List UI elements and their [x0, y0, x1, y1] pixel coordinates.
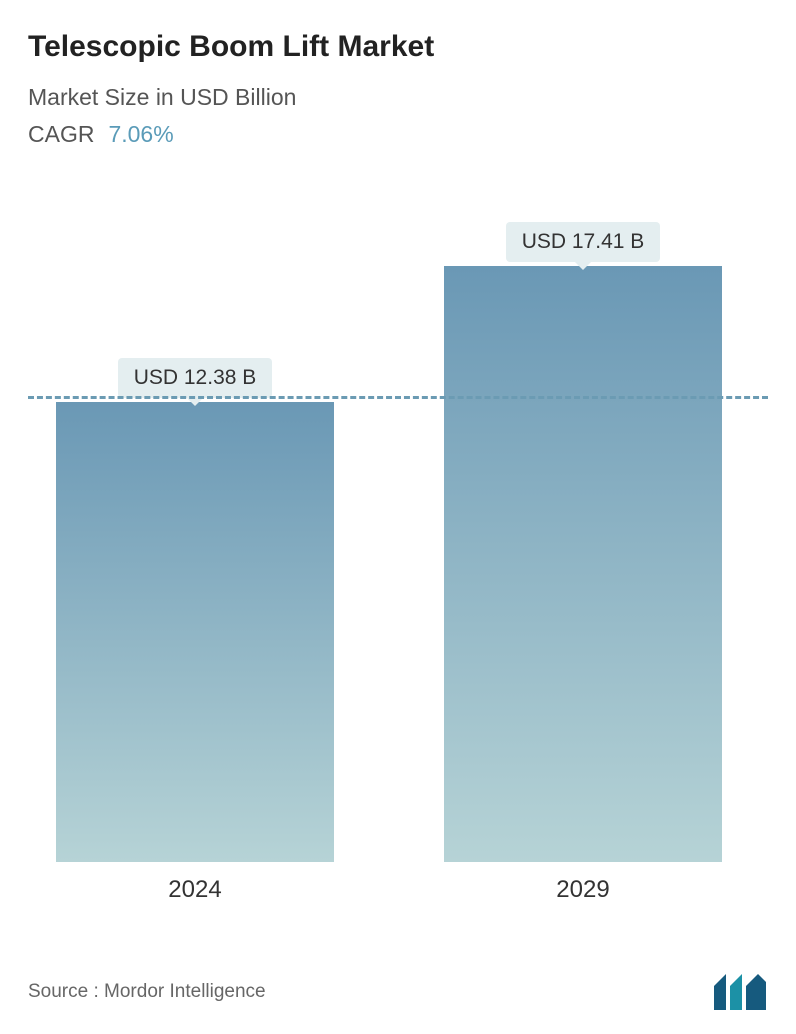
cagr-row: CAGR 7.06% [28, 121, 768, 148]
bar-2029-value-label: USD 17.41 B [506, 222, 661, 262]
chart-title: Telescopic Boom Lift Market [28, 30, 768, 64]
chart-subtitle: Market Size in USD Billion [28, 84, 768, 111]
cagr-label: CAGR [28, 121, 94, 148]
bar-2024-year: 2024 [168, 876, 221, 904]
bar-2024: USD 12.38 B 2024 [56, 358, 334, 904]
bar-2024-rect [56, 402, 334, 862]
bar-2029: USD 17.41 B 2029 [444, 222, 722, 904]
source-text: Source : Mordor Intelligence [28, 981, 266, 1003]
bar-2024-value-label: USD 12.38 B [118, 358, 273, 398]
chart-area: USD 12.38 B 2024 USD 17.41 B 2029 [28, 204, 768, 904]
bar-2029-rect [444, 266, 722, 862]
footer: Source : Mordor Intelligence [28, 972, 768, 1012]
bar-2029-year: 2029 [556, 876, 609, 904]
reference-line [28, 396, 768, 399]
cagr-value: 7.06% [108, 121, 173, 148]
mordor-logo-icon [712, 972, 768, 1012]
